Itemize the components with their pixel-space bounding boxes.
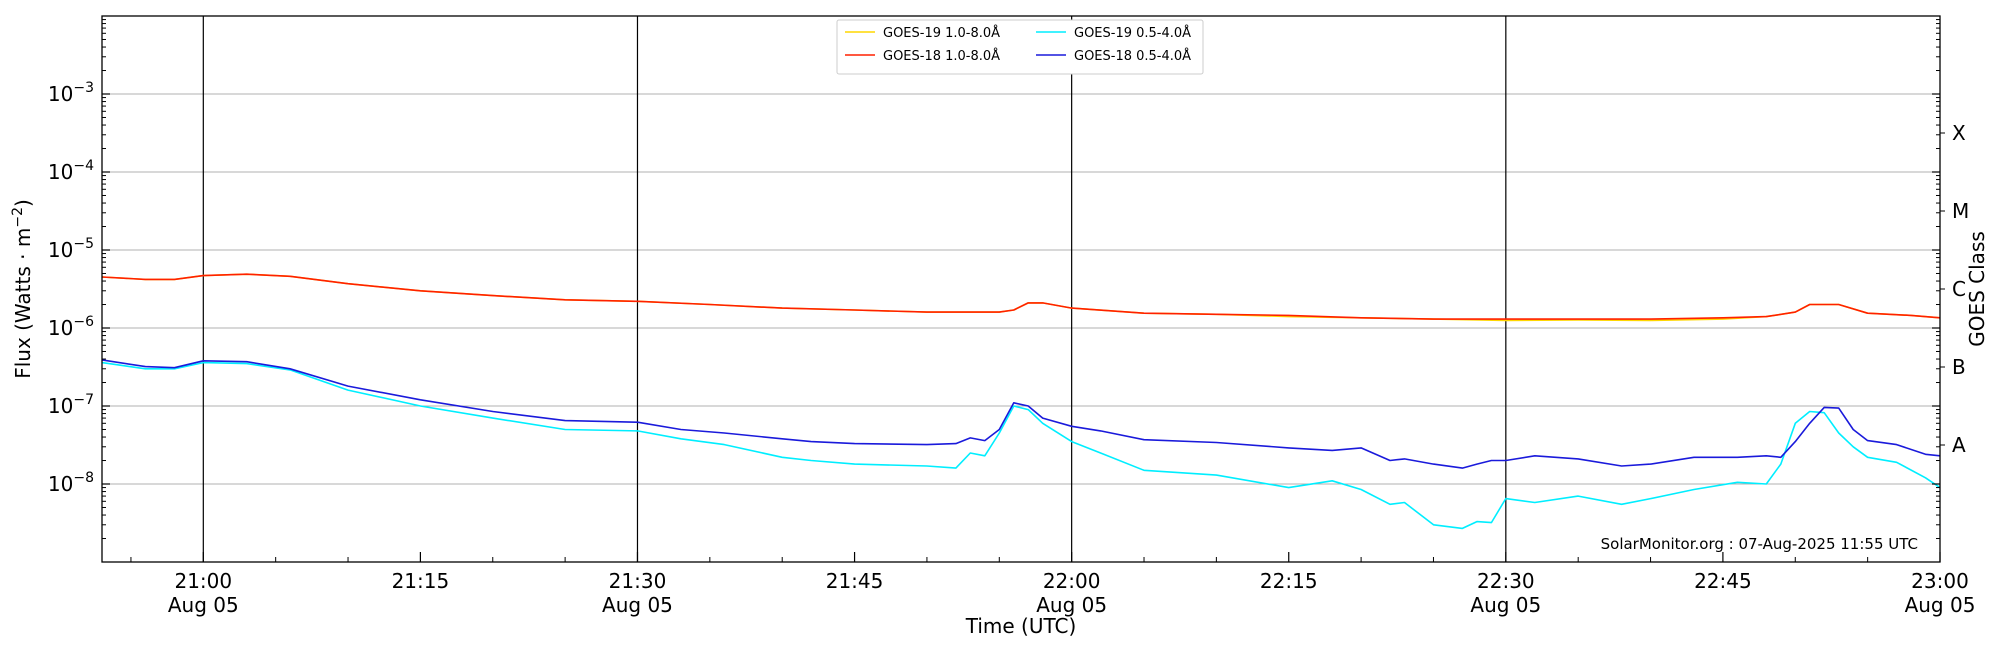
x-tick-label: 22:45 [1694, 569, 1752, 593]
y-tick-label: 10−8 [48, 470, 94, 496]
y-axis-title-exponent: −2 [10, 207, 26, 228]
series-line-2 [101, 273, 1941, 320]
goes-class-label: C [1952, 277, 1966, 301]
series-layer [101, 273, 1941, 530]
y-tick-label: 10−7 [48, 392, 94, 418]
x-tick-label: 21:45 [826, 569, 884, 593]
legend-label: GOES-19 0.5-4.0Å [1074, 25, 1191, 41]
legend-item: GOES-18 0.5-4.0Å [1036, 48, 1191, 64]
x-tick-date-label: Aug 05 [602, 593, 673, 617]
goes-class-label: A [1952, 433, 1966, 457]
legend-label: GOES-18 0.5-4.0Å [1074, 48, 1191, 64]
legend-item: GOES-18 1.0-8.0Å [845, 48, 1000, 64]
y-axis-title: Flux (Watts · m−2) [10, 199, 35, 379]
grid-layer [102, 93, 1940, 485]
y-axis-title-close: ) [11, 199, 35, 207]
x-axis-title: Time (UTC) [965, 614, 1077, 638]
goes-class-label: M [1952, 199, 1969, 223]
x-tick-date-label: Aug 05 [168, 593, 239, 617]
series-line-3 [101, 361, 1941, 530]
legend-item: GOES-19 1.0-8.0Å [845, 25, 1000, 41]
x-tick-label: 23:00 [1911, 569, 1969, 593]
legend: GOES-19 1.0-8.0Å GOES-18 1.0-8.0Å GOES-19 … [836, 19, 1204, 75]
legend-label: GOES-18 1.0-8.0Å [883, 48, 1000, 64]
goes-class-label: B [1952, 355, 1966, 379]
goes-class-title: GOES Class [1965, 231, 1989, 347]
watermark-text: SolarMonitor.org : 07-Aug-2025 11:55 UTC [1601, 535, 1918, 553]
x-tick-date-label: Aug 05 [1905, 593, 1976, 617]
x-tick-label: 21:15 [392, 569, 450, 593]
goes-class-label: X [1952, 121, 1966, 145]
y-tick-label: 10−4 [48, 158, 94, 184]
y-tick-label: 10−5 [48, 236, 94, 262]
x-tick-label: 21:30 [609, 569, 667, 593]
series-line-4 [101, 359, 1941, 469]
y-axis-title-main: Flux (Watts · m [11, 228, 35, 379]
legend-label: GOES-19 1.0-8.0Å [883, 25, 1000, 41]
x-tick-label: 21:00 [174, 569, 232, 593]
legend-box [836, 19, 1204, 75]
day-lines [202, 16, 1507, 562]
legend-item: GOES-19 0.5-4.0Å [1036, 25, 1191, 41]
x-tick-label: 22:30 [1477, 569, 1535, 593]
x-tick-date-label: Aug 05 [1470, 593, 1541, 617]
y-tick-label: 10−6 [48, 314, 94, 340]
x-tick-label: 22:15 [1260, 569, 1318, 593]
x-tick-date-label: Aug 05 [1036, 593, 1107, 617]
y-tick-label: 10−3 [48, 80, 94, 106]
x-tick-label: 22:00 [1043, 569, 1101, 593]
